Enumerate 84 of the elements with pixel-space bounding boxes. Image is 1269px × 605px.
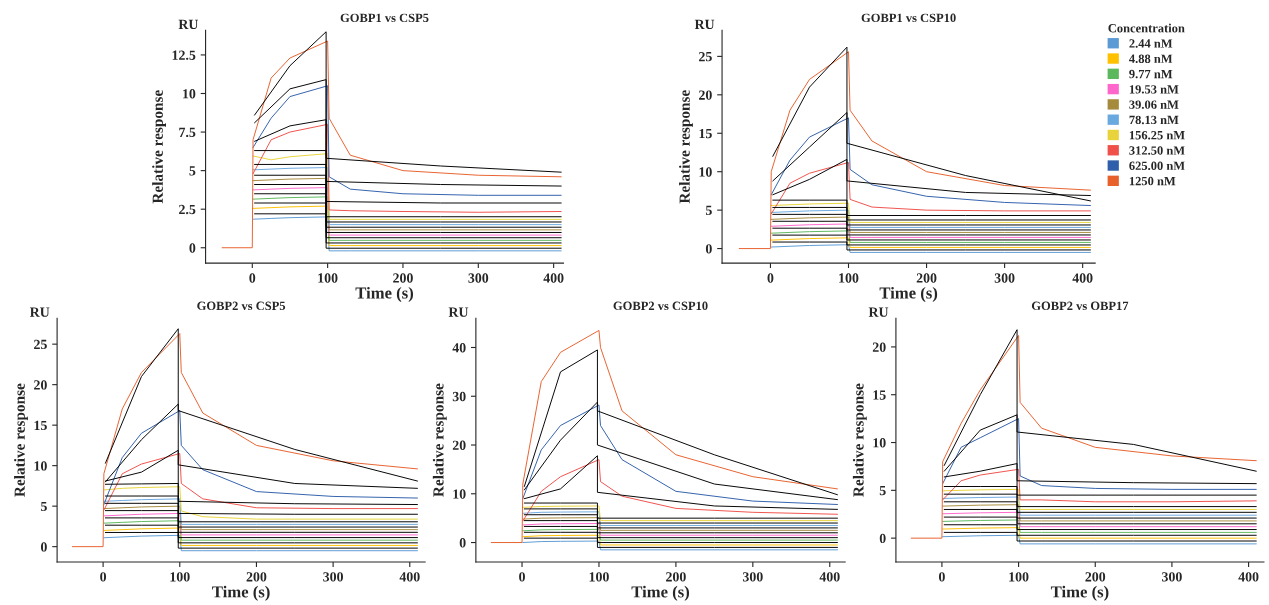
y-tick-label: 5	[40, 501, 47, 512]
x-tick-label: 400	[819, 572, 840, 582]
x-tick-label: 0	[767, 273, 774, 283]
y-tick-label: 5	[879, 486, 886, 496]
chart-title: GOBP1 vs CSP10	[861, 13, 956, 23]
text: RU	[868, 307, 889, 317]
x-tick-label: 0	[938, 572, 945, 582]
y-tick-label: 2.5	[179, 204, 196, 215]
y-tick-label: 15	[873, 390, 886, 400]
y-tick-label: 10	[873, 438, 886, 448]
x-tick-label: 300	[1162, 572, 1182, 582]
x-tick-label: 300	[994, 273, 1015, 283]
y-axis-title: Relative response	[152, 90, 166, 204]
y-axis-title: Relative response	[432, 383, 447, 497]
y-tick-label: 7.5	[179, 127, 196, 138]
y-tick-label: 25	[34, 339, 47, 350]
y-tick-label: 20	[34, 380, 47, 390]
x-tick-label: 100	[1009, 572, 1029, 582]
x-tick-label: 100	[170, 572, 190, 582]
y-tick-label: 0	[705, 244, 712, 254]
legend-label: 19.53 nM	[1129, 85, 1179, 94]
x-tick-label: 0	[249, 273, 256, 283]
y-tick-label: 10	[183, 89, 196, 99]
y-tick-label: 0	[879, 533, 886, 544]
x-axis-title: Time (s)	[355, 286, 414, 302]
legend-label: 312.50 nM	[1129, 146, 1185, 155]
x-tick-label: 200	[666, 572, 686, 582]
x-tick-label: 400	[1238, 572, 1259, 582]
text: RU	[29, 307, 50, 317]
y-axis-title: Relative response	[14, 383, 28, 497]
y-tick-label: 12.5	[172, 50, 196, 60]
x-tick-label: 0	[519, 572, 525, 582]
y-axis-title: Relative response	[852, 383, 867, 497]
legend-label: 2.44 nM	[1129, 39, 1173, 48]
x-tick-label: 200	[393, 273, 413, 283]
x-tick-label: 200	[916, 273, 937, 283]
y-tick-label: 20	[452, 440, 466, 450]
x-tick-label: 0	[100, 572, 107, 582]
x-tick-label: 400	[543, 273, 564, 283]
y-tick-label: 30	[452, 391, 466, 402]
y-tick-label: 10	[453, 489, 466, 499]
y-axis-title: Relative response	[679, 90, 693, 204]
chart-title: GOBP2 vs CSP5	[197, 301, 286, 311]
x-tick-label: 300	[742, 572, 763, 582]
y-tick-label: 20	[872, 342, 886, 352]
legend-label: 1250 nM	[1129, 176, 1176, 186]
y-tick-label: 10	[34, 461, 47, 471]
chart-title: GOBP1 vs CSP5	[340, 13, 429, 23]
x-tick-label: 100	[589, 572, 609, 582]
y-tick-label: 0	[40, 542, 47, 552]
chart-title: GOBP2 vs CSP10	[613, 301, 708, 311]
x-axis-title: Time (s)	[631, 585, 690, 601]
x-axis-title: Time (s)	[879, 286, 938, 302]
legend-label: 4.88 nM	[1129, 54, 1173, 64]
x-tick-label: 400	[399, 572, 420, 582]
y-tick-label: 10	[699, 167, 712, 177]
legend-label: 78.13 nM	[1129, 115, 1179, 125]
chart-title: GOBP2 vs OBP17	[1031, 301, 1129, 311]
legend-label: 625.00 nM	[1129, 161, 1185, 171]
text: RU	[694, 19, 715, 30]
x-tick-label: 100	[839, 273, 859, 283]
x-tick-label: 200	[1085, 572, 1106, 582]
y-tick-label: 5	[189, 166, 196, 176]
y-tick-label: 0	[189, 243, 196, 253]
x-tick-label: 200	[246, 572, 267, 582]
legend-title: Concentration	[1108, 23, 1185, 33]
y-tick-label: 20	[699, 90, 712, 100]
x-tick-label: 300	[323, 572, 343, 582]
y-tick-label: 5	[705, 205, 712, 216]
legend-label: 39.06 nM	[1129, 100, 1179, 109]
x-tick-label: 300	[468, 273, 489, 283]
x-axis-title: Time (s)	[212, 585, 270, 601]
legend-label: 9.77 nM	[1129, 69, 1173, 79]
y-tick-label: 40	[452, 343, 466, 353]
x-axis-title: Time (s)	[1050, 585, 1109, 601]
x-tick-label: 100	[318, 273, 338, 283]
text: RU	[178, 19, 199, 30]
y-tick-label: 0	[459, 538, 466, 548]
text: RU	[448, 307, 469, 317]
y-tick-label: 15	[699, 128, 712, 139]
y-tick-label: 15	[34, 420, 47, 431]
y-tick-label: 25	[699, 52, 712, 62]
x-tick-label: 400	[1072, 273, 1093, 283]
legend-label: 156.25 nM	[1129, 131, 1185, 140]
